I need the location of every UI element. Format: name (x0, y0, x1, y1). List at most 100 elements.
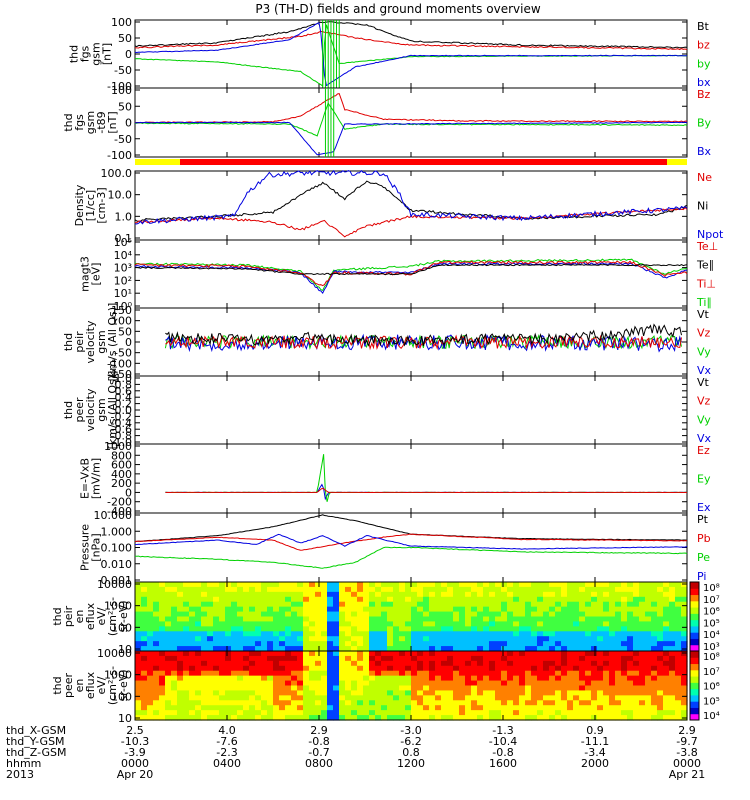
spectrogram-cell (549, 690, 556, 696)
spectrogram-cell (315, 660, 322, 667)
spectrogram-cell (321, 586, 328, 593)
footer-value: 1200 (397, 757, 425, 770)
spectrogram-cell (423, 636, 430, 642)
spectrogram-cell (651, 665, 658, 672)
spectrogram-cell (195, 675, 202, 682)
spectrogram-cell (135, 665, 142, 672)
spectrogram-cell (213, 660, 220, 667)
spectrogram-cell (441, 665, 448, 672)
legend-entry: Te∥ (696, 259, 714, 272)
spectrogram-cell (321, 596, 328, 603)
spectrogram-cell (639, 591, 646, 598)
spectrogram-cell (177, 616, 184, 623)
footer-value: -3.8 (676, 746, 697, 759)
spectrogram-cell (429, 675, 436, 682)
spectrogram-cell (165, 601, 172, 608)
spectrogram-cell (243, 670, 250, 677)
spectrogram-cell (573, 695, 580, 701)
spectrogram-cell (321, 626, 328, 632)
spectrogram-cell (249, 670, 256, 677)
spectrogram-cell (201, 715, 208, 721)
spectrogram-cell (171, 582, 178, 588)
spectrogram-cell (507, 655, 514, 662)
spectrogram-cell (621, 631, 628, 637)
spectrogram-cell (237, 631, 244, 637)
spectrogram-cell (585, 596, 592, 603)
spectrogram-cell (567, 651, 574, 657)
spectrogram-cell (189, 665, 196, 672)
legend-entry: Ex (697, 501, 711, 514)
spectrogram-cell (429, 611, 436, 618)
spectrogram-cell (363, 685, 370, 692)
spectrogram-cell (609, 651, 616, 657)
spectrogram-cell (477, 695, 484, 701)
spectrogram-cell (585, 621, 592, 627)
spectrogram-cell (291, 660, 298, 667)
spectrogram-cell (651, 710, 658, 716)
spectrogram-cell (219, 675, 226, 682)
spectrogram-cell (675, 586, 682, 593)
spectrogram-cell (225, 616, 232, 623)
spectrogram-cell (609, 675, 616, 682)
spectrogram-cell (195, 705, 202, 711)
spectrogram-cell (195, 591, 202, 598)
spectrogram-cell (585, 641, 592, 647)
spectrogram-cell (585, 695, 592, 701)
spectrogram-cell (315, 685, 322, 692)
spectrogram-cell (321, 606, 328, 613)
spectrogram-cell (603, 611, 610, 618)
spectrogram-cell (657, 636, 664, 642)
spectrogram-cell (327, 616, 334, 623)
spectrogram-cell (627, 651, 634, 657)
spectrogram-cell (483, 646, 490, 652)
spectrogram-cell (459, 646, 466, 652)
spectrogram-cell (483, 606, 490, 613)
spectrogram-cell (453, 675, 460, 682)
spectrogram-cell (213, 680, 220, 687)
spectrogram-cell (615, 665, 622, 672)
spectrogram-cell (219, 601, 226, 608)
spectrogram-cell (339, 655, 346, 662)
y-tick-label: 10000 (97, 647, 132, 660)
spectrogram-cell (363, 601, 370, 608)
spectrogram-cell (171, 641, 178, 647)
spectrogram-cell (489, 646, 496, 652)
spectrogram-cell (297, 675, 304, 682)
spectrogram-cell (297, 591, 304, 598)
y-axis-label-line: thd (51, 607, 64, 625)
spectrogram-cell (525, 715, 532, 721)
spectrogram-cell (429, 700, 436, 706)
spectrogram-cell (543, 670, 550, 677)
spectrogram-cell (411, 626, 418, 632)
spectrogram-cell (561, 636, 568, 642)
spectrogram-cell (657, 606, 664, 613)
footer-value: 2.9 (310, 724, 328, 737)
spectrogram-cell (159, 631, 166, 637)
spectrogram-cell (477, 621, 484, 627)
spectrogram-cell (375, 705, 382, 711)
spectrogram-cell (357, 700, 364, 706)
spectrogram-cell (519, 636, 526, 642)
spectrogram-cell (267, 601, 274, 608)
spectrogram-cell (375, 582, 382, 588)
spectrogram-cell (681, 700, 688, 706)
spectrogram-cell (639, 636, 646, 642)
spectrogram-cell (393, 586, 400, 593)
spectrogram-cell (363, 621, 370, 627)
spectrogram-cell (333, 582, 340, 588)
spectrogram-cell (525, 636, 532, 642)
spectrogram-cell (501, 641, 508, 647)
spectrogram-cell (315, 655, 322, 662)
spectrogram-cell (537, 675, 544, 682)
spectrogram-cell (165, 626, 172, 632)
spectrogram-cell (255, 651, 262, 657)
spectrogram-cell (561, 641, 568, 647)
spectrogram-cell (615, 651, 622, 657)
spectrogram-cell (669, 680, 676, 687)
spectrogram-cell (261, 685, 268, 692)
spectrogram-cell (159, 710, 166, 716)
spectrogram-cell (345, 651, 352, 657)
spectrogram-cell (489, 641, 496, 647)
spectrogram-cell (213, 695, 220, 701)
